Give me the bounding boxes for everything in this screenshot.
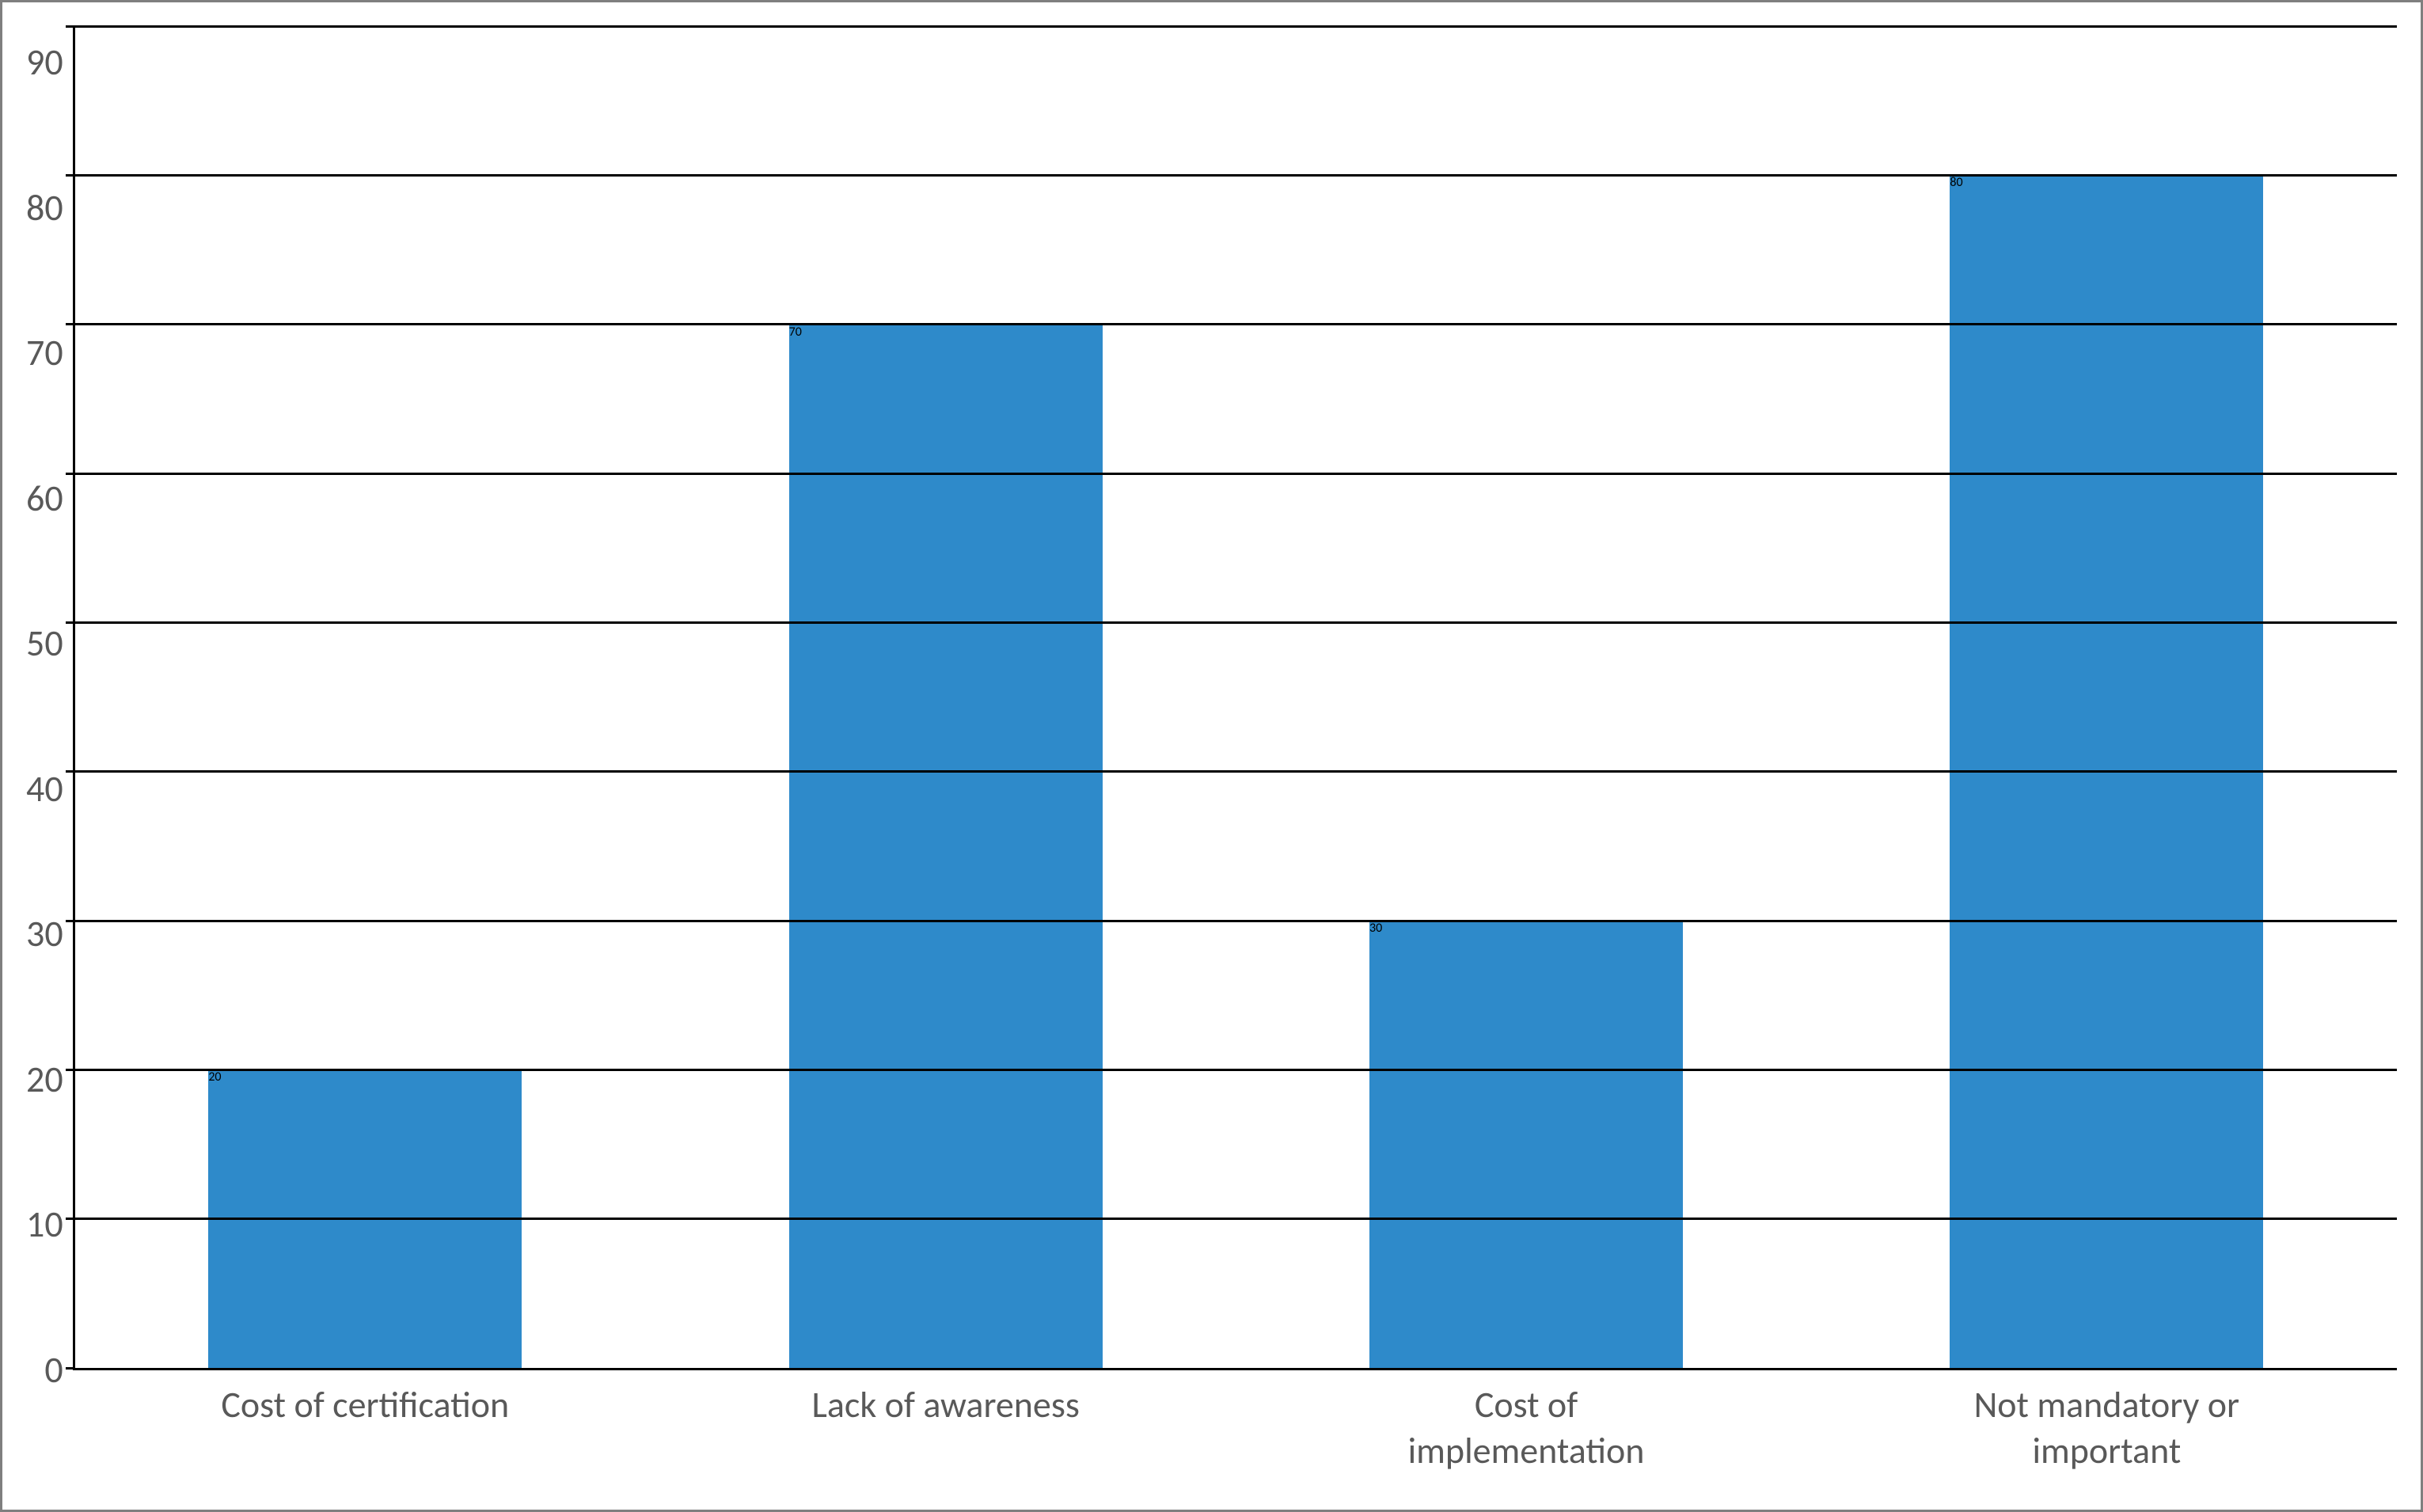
- gridline: [75, 25, 2397, 28]
- y-tick-mark: [66, 174, 75, 177]
- y-tick-label: 20: [26, 1062, 63, 1098]
- y-tick-mark: [66, 473, 75, 475]
- y-tick-mark: [66, 1069, 75, 1071]
- y-tick-label: 80: [26, 190, 63, 226]
- bar: 30: [1369, 921, 1683, 1368]
- gridline: [75, 174, 2397, 177]
- x-tick-label: Not mandatory or important: [1817, 1383, 2397, 1502]
- y-tick-mark: [66, 770, 75, 773]
- bar-slot: 30: [1236, 26, 1816, 1368]
- plot-area: 2070 30 80: [73, 26, 2397, 1370]
- gridline: [75, 621, 2397, 624]
- x-tick-label: Lack of awareness: [655, 1383, 1236, 1502]
- y-tick-label: 10: [26, 1206, 63, 1243]
- gridline: [75, 1069, 2397, 1071]
- y-tick-mark: [66, 323, 75, 325]
- y-axis-spacer: [26, 1383, 75, 1502]
- bar-slot: 20: [75, 26, 655, 1368]
- y-tick-label: 0: [44, 1352, 63, 1389]
- y-tick-label: 50: [26, 625, 63, 662]
- bar: 70: [789, 325, 1103, 1368]
- bar-chart: 9080706050403020100 20703080 Cost of cer…: [0, 0, 2423, 1512]
- bars-container: 2070 30 80: [75, 26, 2397, 1368]
- y-tick-mark: [66, 1218, 75, 1220]
- y-tick-mark: [66, 25, 75, 28]
- gridline: [75, 920, 2397, 922]
- y-tick-label: 30: [26, 916, 63, 952]
- y-tick-mark: [66, 920, 75, 922]
- x-tick-label: Cost of certification: [75, 1383, 655, 1502]
- y-tick-mark: [66, 1367, 75, 1370]
- gridline: [75, 473, 2397, 475]
- y-tick-label: 60: [26, 481, 63, 517]
- y-tick-label: 40: [26, 771, 63, 807]
- y-tick-label: 70: [26, 335, 63, 371]
- gridline: [75, 1218, 2397, 1220]
- chart-body: 9080706050403020100 20703080: [26, 26, 2397, 1370]
- bar-slot: 70: [655, 26, 1236, 1368]
- x-labels: Cost of certificationLack of awarenessCo…: [75, 1383, 2397, 1502]
- y-axis: 9080706050403020100: [26, 26, 73, 1370]
- gridline: [75, 770, 2397, 773]
- y-tick-mark: [66, 621, 75, 624]
- bar-slot: 80: [1817, 26, 2397, 1368]
- y-tick-label: 90: [26, 44, 63, 81]
- x-axis: Cost of certificationLack of awarenessCo…: [26, 1370, 2397, 1502]
- x-tick-label: Cost of implementation: [1236, 1383, 1816, 1502]
- gridline: [75, 323, 2397, 325]
